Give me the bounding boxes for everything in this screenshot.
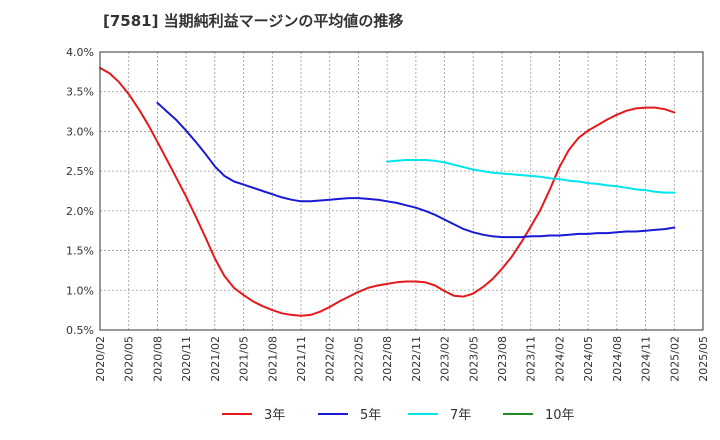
x-tick-label: 2024/05: [582, 336, 595, 382]
x-tick-label: 2020/11: [180, 336, 193, 382]
plot-frame: [99, 51, 704, 331]
y-tick-label: 1.0%: [66, 284, 94, 297]
x-tick-label: 2020/05: [123, 336, 136, 382]
chart-title: [7581] 当期純利益マージンの平均値の推移: [103, 12, 404, 30]
y-tick-label: 3.0%: [66, 125, 94, 138]
series-line-3年: [99, 66, 676, 317]
x-tick-label: 2025/05: [697, 336, 710, 382]
y-tick-label: 3.5%: [66, 86, 94, 99]
y-tick-label: 4.0%: [66, 46, 94, 59]
legend-label-5年: 5年: [360, 408, 381, 423]
x-tick-label: 2021/02: [209, 336, 222, 382]
y-tick-label: 1.5%: [66, 245, 94, 258]
x-tick-label: 2021/05: [238, 336, 251, 382]
legend-label-7年: 7年: [450, 408, 471, 423]
x-tick-label: 2024/11: [640, 336, 653, 382]
x-tick-label: 2020/02: [94, 336, 107, 382]
x-tick-label: 2024/02: [553, 336, 566, 382]
y-tick-label: 0.5%: [66, 324, 94, 337]
x-tick-label: 2025/02: [668, 336, 681, 382]
series-line-5年: [156, 101, 676, 239]
x-tick-label: 2023/05: [467, 336, 480, 382]
x-tick-label: 2021/11: [295, 336, 308, 382]
x-tick-label: 2023/08: [496, 336, 509, 382]
series-line-7年: [386, 159, 676, 194]
y-tick-label: 2.0%: [66, 205, 94, 218]
x-tick-label: 2023/02: [439, 336, 452, 382]
y-tick-label: 2.5%: [66, 165, 94, 178]
x-tick-label: 2022/05: [352, 336, 365, 382]
x-tick-label: 2021/08: [266, 336, 279, 382]
x-tick-label: 2020/08: [151, 336, 164, 382]
legend-label-10年: 10年: [545, 408, 575, 423]
x-tick-label: 2022/02: [324, 336, 337, 382]
x-tick-label: 2022/08: [381, 336, 394, 382]
x-tick-label: 2023/11: [525, 336, 538, 382]
legend-label-3年: 3年: [264, 408, 285, 423]
x-tick-label: 2024/08: [611, 336, 624, 382]
x-tick-label: 2022/11: [410, 336, 423, 382]
